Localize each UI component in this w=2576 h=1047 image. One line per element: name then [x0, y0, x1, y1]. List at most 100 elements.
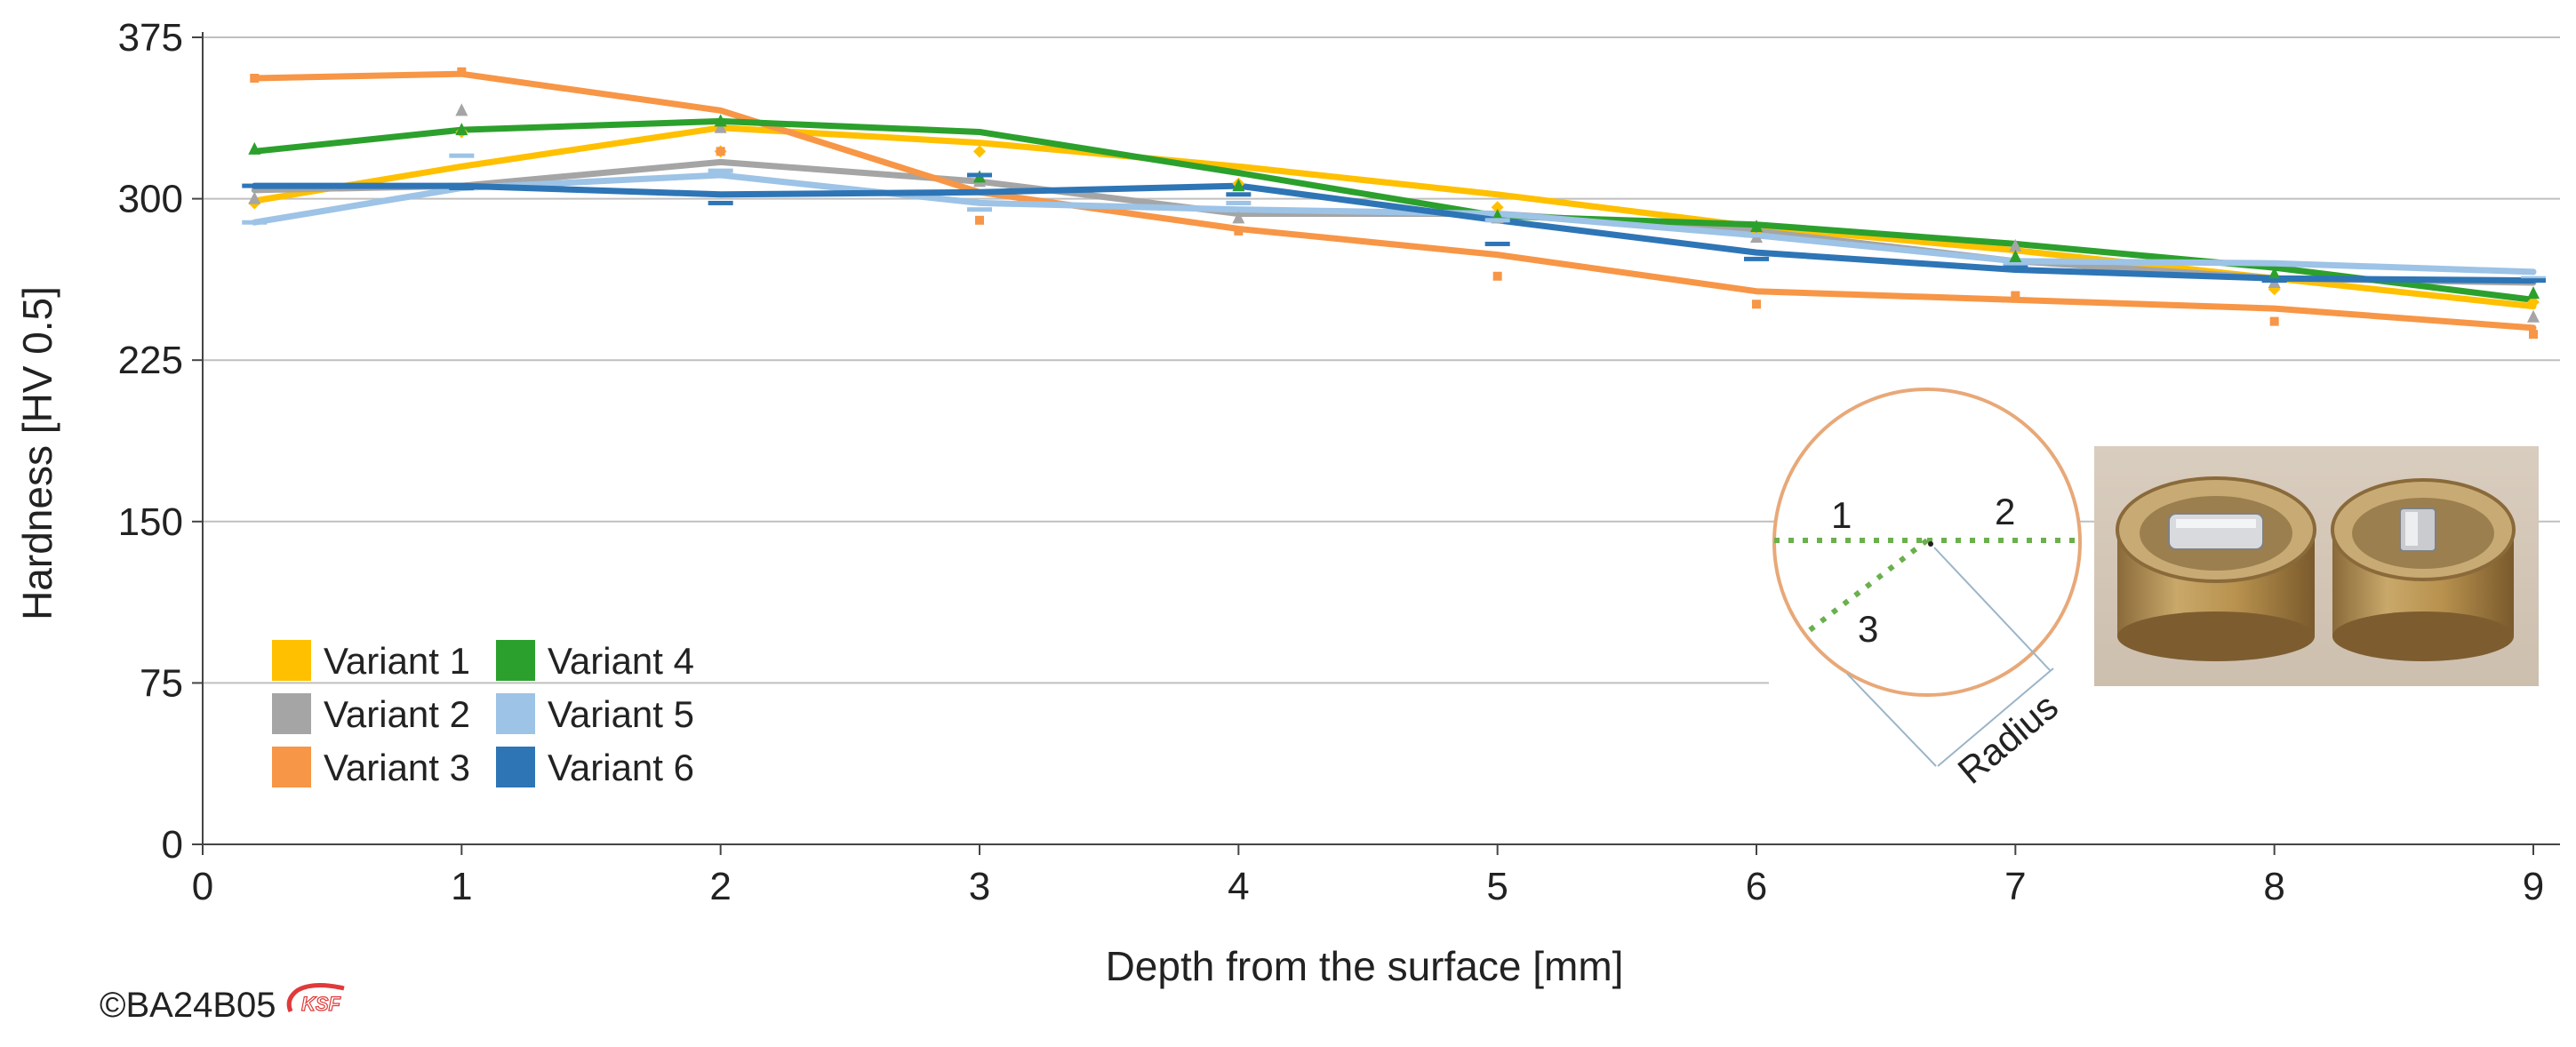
ksf-logo: KSF	[282, 981, 356, 1029]
legend-swatch-variant-3	[272, 747, 311, 787]
data-point-variant-4-1	[455, 123, 468, 136]
series-line-variant-1	[251, 124, 2537, 310]
legend-label-variant-2: Variant 2	[324, 693, 470, 735]
data-point-variant-2-1	[455, 103, 468, 116]
x-axis-title: Depth from the surface [mm]	[1106, 943, 1624, 989]
y-tick-label-0: 0	[162, 823, 183, 867]
data-point-variant-3-0	[250, 74, 260, 84]
x-tick-label-5: 5	[1486, 865, 1508, 908]
legend-item-variant-2: Variant 2	[272, 693, 470, 735]
data-point-variant-6-0	[242, 183, 268, 188]
measurement-line-3	[1804, 538, 1929, 635]
legend-label-variant-1: Variant 1	[324, 640, 470, 682]
legend-swatch-variant-6	[496, 747, 535, 787]
legend-item-variant-3: Variant 3	[272, 747, 470, 788]
x-tick-label-2: 2	[709, 865, 731, 908]
radius-extension-line-2	[1846, 673, 1937, 767]
copyright-notice: ©BA24B05 KSF	[100, 981, 356, 1029]
data-point-variant-1-9	[2527, 295, 2540, 308]
data-point-variant-6-4	[1226, 192, 1252, 197]
series-line-variant-5	[251, 172, 2537, 276]
x-tick-label-9: 9	[2523, 865, 2544, 908]
specimen-left	[2116, 476, 2316, 661]
x-tick-label-4: 4	[1228, 865, 1249, 908]
data-point-variant-3-3	[975, 215, 984, 225]
x-tick-label-6: 6	[1746, 865, 1767, 908]
data-point-variant-3-9	[2529, 330, 2538, 340]
copyright-text: ©BA24B05	[100, 985, 276, 1025]
path-label-1: 1	[1831, 494, 1852, 536]
data-point-variant-4-6	[1750, 220, 1763, 233]
legend-label-variant-4: Variant 4	[548, 640, 694, 682]
legend-item-variant-6: Variant 6	[496, 747, 694, 788]
data-point-variant-2-2	[714, 120, 727, 133]
legend-label-variant-5: Variant 5	[548, 693, 694, 735]
y-axis-title: Hardness [HV 0.5]	[14, 286, 60, 620]
legend-item-variant-4: Variant 4	[496, 640, 694, 682]
axes	[192, 32, 2560, 855]
y-tick-label-375: 375	[118, 16, 183, 60]
series-line-variant-4	[251, 117, 2537, 303]
data-point-variant-2-9	[2527, 309, 2540, 323]
y-tick-label-75: 75	[140, 661, 183, 705]
tick-labels: 0 75 150 225 300 375 0 1 2 3 4 5 6 7 8 9	[118, 16, 2545, 908]
data-point-variant-4-0	[248, 141, 261, 155]
data-point-variant-4-7	[2009, 249, 2022, 262]
radius-label: Radius	[1950, 685, 2066, 792]
data-point-variant-5-5	[1484, 218, 1510, 223]
data-point-variant-2-0	[248, 191, 261, 204]
data-point-variant-5-4	[1226, 200, 1252, 205]
legend-label-variant-3: Variant 3	[324, 747, 470, 788]
data-point-variant-2-4	[1232, 211, 1245, 224]
data-point-variant-4-2	[714, 114, 727, 127]
legend-swatch-variant-4	[496, 640, 535, 681]
data-point-variant-6-6	[1744, 256, 1769, 261]
data-point-variant-5-6	[1744, 233, 1769, 238]
y-tick-label-225: 225	[118, 339, 183, 382]
data-point-variant-3-2	[716, 147, 725, 156]
data-point-variant-1-5	[1491, 201, 1504, 214]
data-point-variant-6-5	[1484, 241, 1510, 246]
specimen-diagram: 1 2 3 Radius	[1772, 388, 2082, 792]
data-point-variant-5-2	[708, 168, 733, 173]
x-tick-label-7: 7	[2004, 865, 2026, 908]
data-point-variant-3-1	[457, 67, 467, 76]
specimen-photo	[2094, 446, 2539, 686]
data-point-variant-3-4	[1234, 226, 1244, 236]
data-point-variant-6-8	[2261, 278, 2287, 284]
data-point-variant-1-3	[973, 145, 986, 158]
path-label-2: 2	[1995, 491, 2015, 532]
series-line-variant-6	[251, 182, 2537, 284]
legend-item-variant-1: Variant 1	[272, 640, 470, 682]
data-point-variant-3-5	[1492, 271, 1502, 281]
series-markers	[242, 67, 2546, 340]
legend-item-variant-5: Variant 5	[496, 693, 694, 735]
legend: Variant 1 Variant 2 Variant 3 Variant 4 Vari…	[272, 640, 694, 788]
data-point-variant-3-7	[2011, 291, 2020, 300]
ksf-logo-text: KSF	[301, 993, 341, 1015]
legend-swatch-variant-1	[272, 640, 311, 681]
data-point-variant-4-9	[2527, 286, 2540, 300]
data-point-variant-2-7	[2009, 238, 2022, 252]
data-point-variant-5-8	[2261, 260, 2287, 266]
x-tick-label-3: 3	[969, 865, 990, 908]
data-point-variant-6-9	[2521, 278, 2546, 284]
x-tick-label-0: 0	[192, 865, 213, 908]
data-point-variant-6-7	[2003, 265, 2028, 270]
legend-swatch-variant-2	[272, 693, 311, 734]
data-point-variant-6-3	[967, 172, 992, 178]
legend-label-variant-6: Variant 6	[548, 747, 694, 788]
data-point-variant-3-6	[1752, 300, 1761, 309]
data-point-variant-6-1	[449, 185, 475, 190]
data-point-variant-3-8	[2269, 316, 2279, 326]
y-tick-label-150: 150	[118, 500, 183, 544]
series-lines	[251, 70, 2537, 332]
radius-extension-line	[1933, 547, 2051, 671]
data-point-variant-5-3	[967, 207, 992, 212]
radius-dimension-line	[1937, 667, 2054, 767]
data-point-variant-5-0	[242, 220, 268, 225]
center-point	[1928, 541, 1933, 547]
specimen-right	[2331, 478, 2516, 661]
data-point-variant-5-1	[449, 153, 475, 158]
